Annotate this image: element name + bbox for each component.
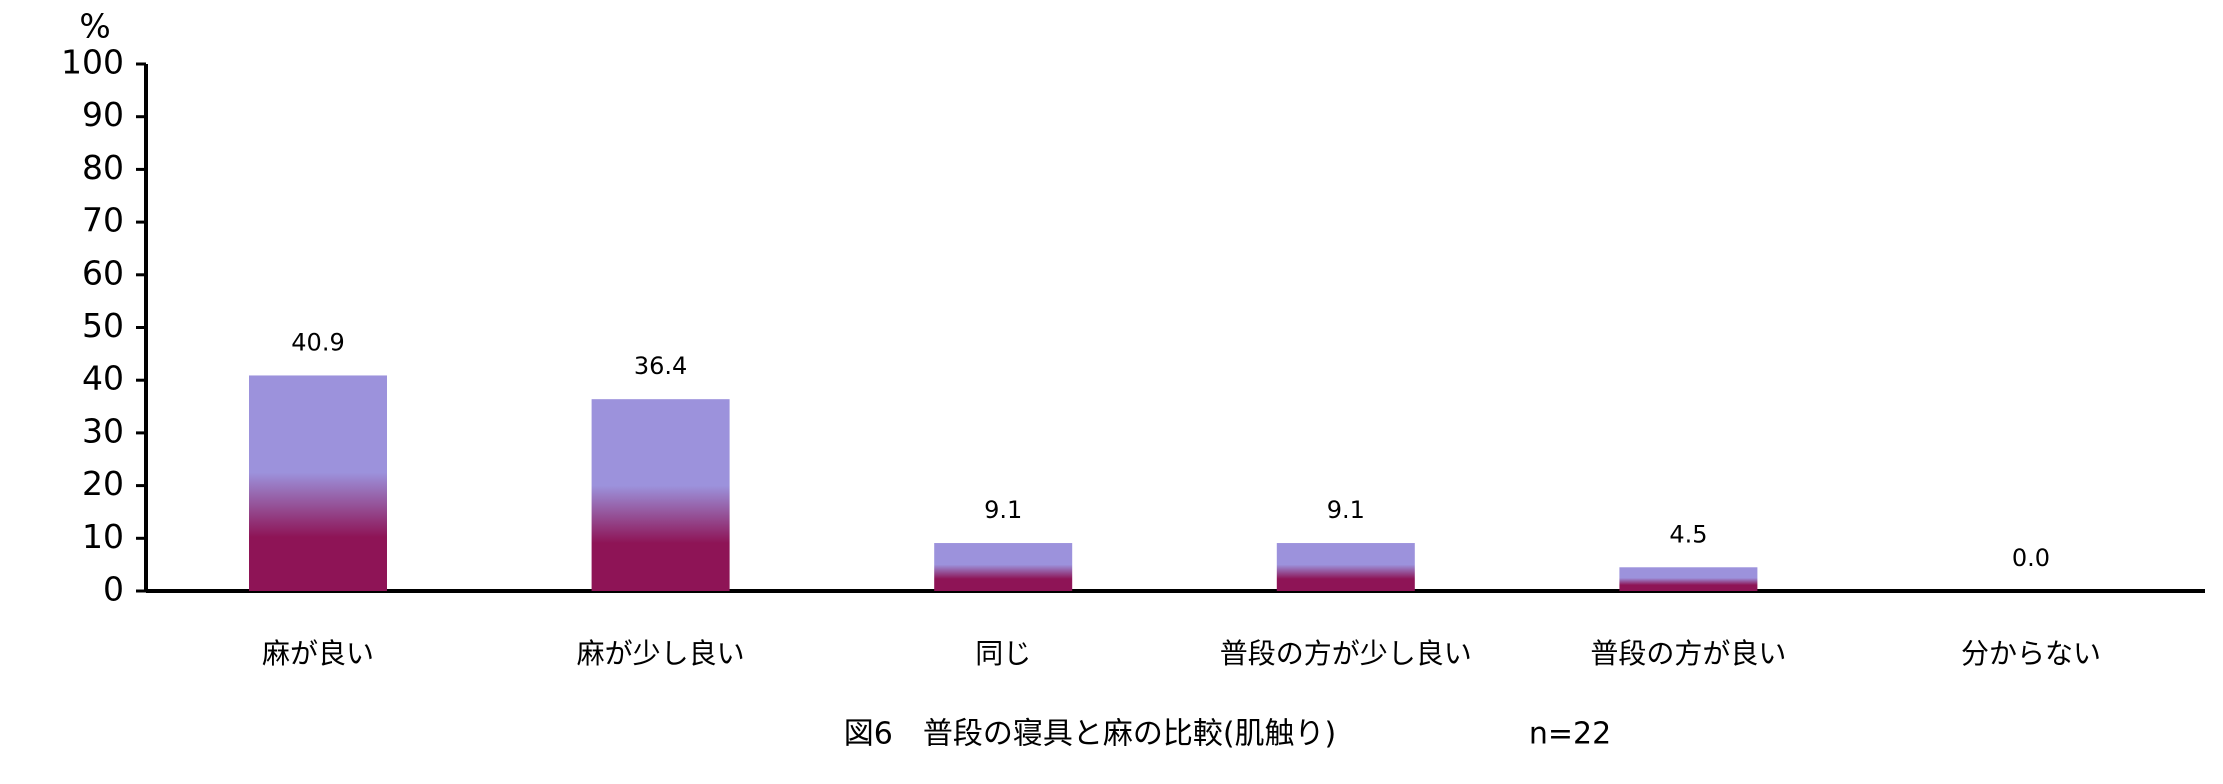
value-label: 40.9 (291, 328, 344, 356)
chart-title: 図6 普段の寝具と麻の比較(肌触り) (844, 717, 1337, 752)
bar (1276, 543, 1415, 591)
y-tick-label: 50 (82, 306, 124, 345)
y-tick-label: 30 (82, 411, 124, 450)
x-tick-label: 普段の方が良い (1590, 637, 1786, 670)
y-tick-label: 40 (82, 359, 124, 398)
value-label: 36.4 (634, 352, 687, 380)
y-tick-label: 100 (61, 43, 124, 82)
y-unit: % (79, 7, 110, 46)
y-tick-label: 60 (82, 253, 124, 292)
y-tick-label: 70 (82, 201, 124, 240)
y-tick-label: 80 (82, 148, 124, 187)
sample-size: n=22 (1529, 717, 1611, 752)
y-tick-label: 20 (82, 464, 124, 503)
x-tick-label: 同じ (975, 637, 1031, 670)
x-tick-label: 普段の方が少し良い (1220, 637, 1472, 670)
x-tick-label: 麻が少し良い (577, 637, 745, 670)
bar (1619, 567, 1758, 591)
bar (934, 543, 1073, 591)
value-label: 9.1 (984, 496, 1022, 524)
bar (249, 375, 387, 591)
x-tick-label: 麻が良い (262, 637, 374, 670)
y-tick-label: 0 (103, 570, 124, 609)
value-label: 4.5 (1669, 520, 1707, 548)
y-tick-label: 90 (82, 95, 124, 134)
value-label: 0.0 (2012, 544, 2050, 572)
value-label: 9.1 (1327, 496, 1365, 524)
bar (591, 399, 730, 591)
x-tick-label: 分からない (1961, 637, 2101, 670)
y-tick-label: 10 (82, 517, 124, 556)
